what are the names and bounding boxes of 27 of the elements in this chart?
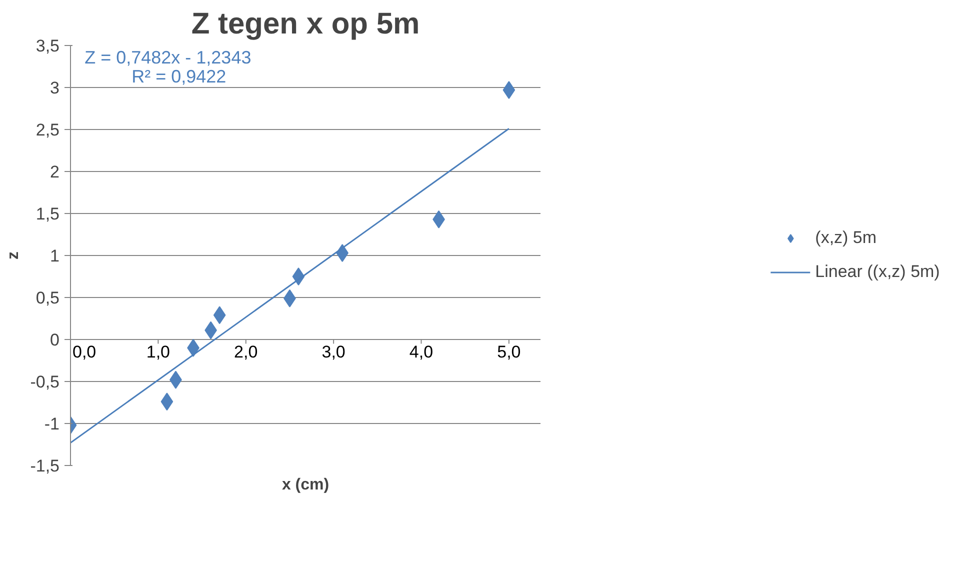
chart-title: Z tegen x op 5m: [191, 8, 420, 40]
y-axis-title: z: [5, 252, 22, 260]
y-tick-label: 3: [50, 78, 60, 98]
y-tick-label: -1,5: [30, 456, 60, 476]
legend-label: (x,z) 5m: [815, 228, 877, 248]
annotation: R² = 0,9422: [132, 66, 226, 86]
point: [160, 392, 174, 411]
y-tick-label: -0,5: [30, 372, 60, 392]
y-tick-label: -1: [44, 414, 60, 434]
x-tick-label: 1,0: [146, 342, 170, 362]
y-tick-label: 2: [50, 162, 60, 182]
x-tick-label: 5,0: [497, 342, 521, 362]
y-tick-label: 2,5: [36, 120, 60, 140]
x-axis-title: x (cm): [282, 476, 330, 494]
x-tick-label: 3,0: [322, 342, 346, 362]
x-tick-label: 2,0: [234, 342, 258, 362]
y-tick-label: 0: [50, 330, 60, 350]
x-tick-label: 4,0: [409, 342, 434, 362]
y-tick-label: 3,5: [36, 36, 60, 56]
y-tick-label: 0,5: [36, 288, 60, 308]
x-tick-label: 0,0: [72, 342, 96, 362]
point: [213, 306, 226, 324]
y-tick-label: 1,5: [36, 204, 60, 224]
y-tick-label: 1: [50, 246, 60, 266]
annotation: Z = 0,7482x - 1,2343: [84, 48, 252, 68]
point: [502, 81, 516, 100]
legend-label: Linear ((x,z) 5m): [815, 262, 940, 282]
